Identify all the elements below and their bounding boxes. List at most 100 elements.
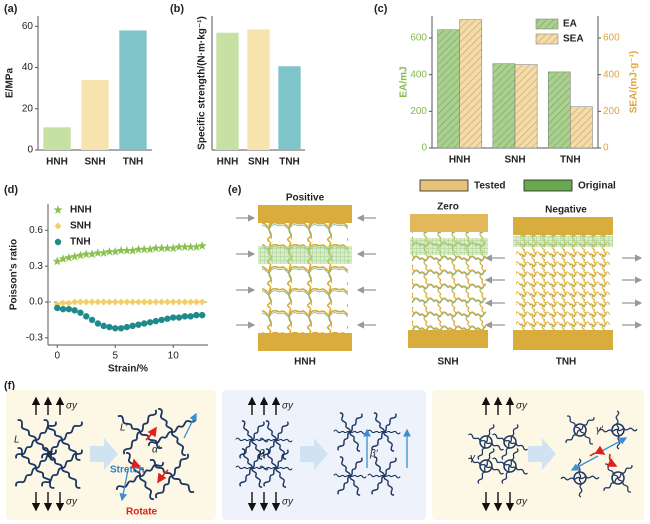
x-axis-label: Strain/% [108,364,148,375]
diamond-marker [88,298,96,306]
plate [410,214,488,232]
symbol: β′ [369,449,379,460]
legend-label: HNH [70,205,92,216]
star-marker [128,245,138,255]
circle-marker [71,307,78,314]
diamond-marker [181,298,189,306]
bar [514,64,538,149]
column-title: Zero [437,202,459,213]
circle-marker [77,309,84,316]
legend-swatch [419,179,469,192]
y2-tick-label: 0 [603,143,609,154]
circle-marker [88,316,96,324]
bar [547,71,571,149]
circle-marker [187,313,194,320]
star-marker [145,244,155,254]
rotate-arrows [131,426,618,484]
original-band [258,246,352,264]
star-marker [186,242,196,251]
circle-marker [146,319,154,326]
legend-label: EA [563,19,577,30]
y-tick-label: 20 [22,103,34,114]
diamond-marker [100,298,108,306]
y-tick-label: 60 [22,21,34,32]
star-marker [162,243,172,253]
diamond-marker [59,299,67,307]
stress-label: σy [282,497,294,508]
diamond-marker [158,298,166,306]
star-marker [58,254,68,263]
star-marker [70,251,80,261]
x-tick-label: HNH [449,155,471,166]
y-tick-label: 600 [410,33,427,44]
y-tick-label: -0.3 [26,332,44,343]
circle-marker [175,314,183,321]
star-marker [110,247,120,256]
y-axis-label: Specific strength/(N·m·kg⁻¹) [197,16,208,150]
panel-f: L α L′ α′ β β′ γ γ′ Stretch Rotate σy σy… [6,390,644,520]
charts: 0 20 40 60 HNH SNH TNH E/MPa HNH SNH TNH Specific s… [5,16,640,375]
star-marker [180,242,190,251]
x-tick-label: TNH [279,157,300,168]
panel-e: Tested Original Positive Zero Negative H… [236,179,643,368]
plate [258,333,352,351]
circle-marker [193,311,200,319]
symbol: α [47,449,53,460]
circle-marker [164,315,171,322]
diamond-marker [76,298,84,306]
y2-tick-label: 200 [603,106,620,117]
column-label: HNH [294,357,316,368]
star-marker [64,252,74,262]
panel-label: (f) [4,380,15,392]
circle-marker [83,313,90,320]
diamond-marker [198,298,206,306]
stress-label: σy [66,497,78,508]
stress-label: σy [516,401,528,412]
legend-label: Original [578,181,616,192]
y-axis-label: Poisson's ratio [9,239,20,310]
symbol: L [14,435,20,446]
legend-swatch [535,18,559,30]
bar [437,29,460,149]
y-tick-label: 40 [22,62,34,73]
circle-marker [135,321,142,328]
y2-tick-label: 400 [603,69,620,80]
legend-label: TNH [70,237,91,248]
diamond-marker [65,299,73,307]
star-marker [104,247,115,256]
stretch-arrows [90,438,556,470]
bar [570,106,593,149]
x-tick-label: 10 [168,351,180,362]
star-marker [52,256,62,266]
circle-marker [199,311,206,319]
legend-marker [53,205,63,214]
x-tick-label: HNH [46,157,68,168]
stress-label: σy [282,401,294,412]
panel-label: (c) [374,3,388,15]
plate [513,217,613,235]
bar [278,66,301,150]
diamond-marker [71,298,79,306]
panel-label: (e) [228,184,242,196]
circle-marker [100,322,107,330]
column-label: SNH [437,357,458,368]
load-arrows [484,254,643,329]
y2-axis-label: SEA/(mJ·g⁻¹) [629,51,640,114]
star-marker [197,241,207,250]
plate [258,205,352,223]
y-tick-label: 0.0 [29,297,43,308]
legend-marker [54,238,62,246]
panel-label: (d) [4,184,18,196]
y-tick-label: 0.6 [29,225,43,236]
diamond-marker [94,298,102,306]
circle-marker [54,304,61,312]
column-title: Negative [545,205,587,216]
y2-tick-label: 600 [603,33,620,44]
circle-marker [141,320,148,327]
plate [513,330,613,350]
diamond-marker [152,298,160,306]
star-marker [191,242,201,251]
legend-swatch [535,33,559,45]
circle-marker [181,313,189,320]
lattice [516,235,610,330]
